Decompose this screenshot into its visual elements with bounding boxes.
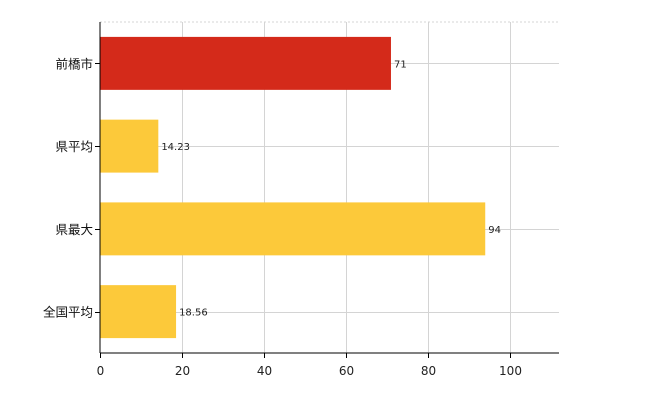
x-tick-label: 100 — [499, 364, 522, 378]
bar-0 — [100, 36, 391, 90]
category-label: 県最大 — [55, 222, 93, 237]
data-label: 71 — [394, 59, 407, 70]
x-tick-label: 40 — [257, 364, 272, 378]
x-tick-label: 80 — [421, 364, 436, 378]
x-tick-label: 0 — [97, 364, 105, 378]
x-tick-label: 60 — [339, 364, 354, 378]
bar-2 — [100, 202, 486, 256]
x-tick-label: 20 — [175, 364, 190, 378]
data-label: 94 — [488, 225, 501, 236]
category-label: 県平均 — [55, 139, 93, 154]
axes-group — [99, 22, 559, 354]
data-label: 14.23 — [161, 142, 190, 153]
data-label: 18.56 — [179, 308, 208, 319]
bars-group: 71 14.23 94 18.56 — [100, 36, 501, 339]
category-label: 全国平均 — [43, 305, 93, 320]
bar-3 — [100, 285, 177, 339]
category-label: 前橋市 — [55, 56, 93, 71]
bar-1 — [100, 119, 159, 173]
